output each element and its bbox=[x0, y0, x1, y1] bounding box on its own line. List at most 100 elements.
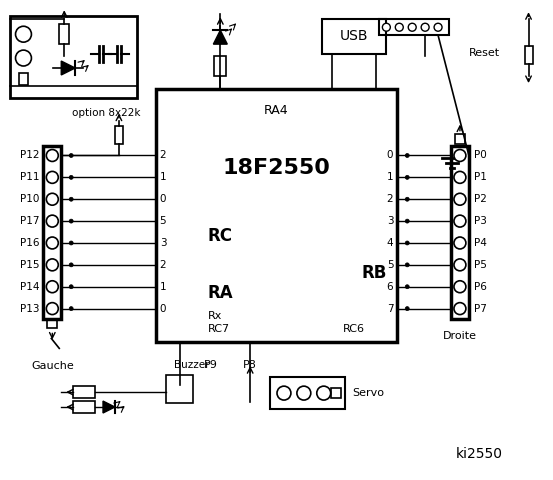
Text: 7: 7 bbox=[387, 304, 393, 313]
Circle shape bbox=[297, 386, 311, 400]
Circle shape bbox=[454, 259, 466, 271]
Text: 6: 6 bbox=[387, 282, 393, 292]
Text: Rx: Rx bbox=[207, 311, 222, 321]
Bar bbox=[18, 73, 28, 85]
Circle shape bbox=[454, 237, 466, 249]
Circle shape bbox=[454, 171, 466, 183]
Circle shape bbox=[46, 193, 58, 205]
Polygon shape bbox=[103, 401, 115, 413]
Bar bbox=[379, 19, 449, 35]
Circle shape bbox=[434, 23, 442, 31]
Circle shape bbox=[454, 302, 466, 314]
Text: 0: 0 bbox=[387, 151, 393, 160]
Text: 1: 1 bbox=[160, 282, 166, 292]
Text: Reset: Reset bbox=[469, 48, 500, 58]
Circle shape bbox=[69, 307, 73, 311]
Circle shape bbox=[69, 219, 73, 223]
Text: 0: 0 bbox=[160, 304, 166, 313]
Bar bbox=[48, 319, 58, 328]
Text: P9: P9 bbox=[204, 360, 217, 370]
Circle shape bbox=[69, 285, 73, 288]
Bar bbox=[73, 386, 95, 398]
Circle shape bbox=[421, 23, 429, 31]
Bar bbox=[215, 56, 226, 76]
Circle shape bbox=[46, 302, 58, 314]
Circle shape bbox=[405, 175, 409, 180]
Bar bbox=[331, 388, 341, 398]
Polygon shape bbox=[213, 30, 227, 44]
Circle shape bbox=[15, 26, 32, 42]
Text: P8: P8 bbox=[243, 360, 257, 370]
Bar bbox=[455, 133, 465, 144]
Circle shape bbox=[454, 215, 466, 227]
Circle shape bbox=[46, 259, 58, 271]
Text: 1: 1 bbox=[387, 172, 393, 182]
Bar bbox=[156, 89, 397, 342]
Text: P17: P17 bbox=[20, 216, 39, 226]
Text: RA4: RA4 bbox=[264, 104, 288, 117]
Circle shape bbox=[454, 150, 466, 161]
Text: P15: P15 bbox=[20, 260, 39, 270]
Bar bbox=[270, 377, 345, 409]
Circle shape bbox=[277, 386, 291, 400]
Circle shape bbox=[46, 281, 58, 293]
Circle shape bbox=[408, 23, 416, 31]
Text: 5: 5 bbox=[160, 216, 166, 226]
Text: 1: 1 bbox=[160, 172, 166, 182]
Bar bbox=[525, 46, 533, 64]
Text: 2: 2 bbox=[160, 260, 166, 270]
Text: P0: P0 bbox=[474, 151, 487, 160]
Text: ki2550: ki2550 bbox=[455, 447, 502, 461]
Bar bbox=[115, 126, 123, 144]
Text: P5: P5 bbox=[474, 260, 487, 270]
Text: Servo: Servo bbox=[353, 388, 384, 398]
Circle shape bbox=[317, 386, 331, 400]
Circle shape bbox=[405, 154, 409, 157]
Circle shape bbox=[405, 219, 409, 223]
Text: Buzzer: Buzzer bbox=[174, 360, 209, 370]
Circle shape bbox=[382, 23, 390, 31]
Circle shape bbox=[69, 175, 73, 180]
Text: P1: P1 bbox=[474, 172, 487, 182]
Text: P7: P7 bbox=[474, 304, 487, 313]
Circle shape bbox=[405, 263, 409, 267]
Bar bbox=[43, 145, 61, 319]
Text: RC6: RC6 bbox=[343, 324, 364, 335]
Circle shape bbox=[69, 263, 73, 267]
Bar bbox=[73, 401, 95, 413]
Circle shape bbox=[454, 193, 466, 205]
Bar bbox=[322, 19, 387, 54]
Circle shape bbox=[46, 171, 58, 183]
Text: RA: RA bbox=[207, 284, 233, 302]
Text: 2: 2 bbox=[387, 194, 393, 204]
Text: P13: P13 bbox=[20, 304, 39, 313]
Circle shape bbox=[405, 307, 409, 311]
Text: P14: P14 bbox=[20, 282, 39, 292]
Text: P6: P6 bbox=[474, 282, 487, 292]
Text: P12: P12 bbox=[20, 151, 39, 160]
Text: Droite: Droite bbox=[443, 331, 477, 341]
Circle shape bbox=[15, 50, 32, 66]
Circle shape bbox=[69, 197, 73, 201]
Text: 2: 2 bbox=[160, 151, 166, 160]
Circle shape bbox=[69, 241, 73, 245]
Circle shape bbox=[405, 285, 409, 288]
Text: 5: 5 bbox=[387, 260, 393, 270]
Circle shape bbox=[46, 150, 58, 161]
Circle shape bbox=[454, 281, 466, 293]
Text: 4: 4 bbox=[387, 238, 393, 248]
Text: P2: P2 bbox=[474, 194, 487, 204]
Text: Gauche: Gauche bbox=[31, 361, 74, 371]
Circle shape bbox=[46, 237, 58, 249]
Bar bbox=[166, 375, 194, 403]
Circle shape bbox=[69, 154, 73, 157]
Text: P3: P3 bbox=[474, 216, 487, 226]
Bar bbox=[451, 145, 469, 319]
Circle shape bbox=[405, 241, 409, 245]
Text: 3: 3 bbox=[160, 238, 166, 248]
Text: 3: 3 bbox=[387, 216, 393, 226]
Circle shape bbox=[395, 23, 403, 31]
Text: P10: P10 bbox=[20, 194, 39, 204]
Circle shape bbox=[46, 215, 58, 227]
Text: 0: 0 bbox=[160, 194, 166, 204]
